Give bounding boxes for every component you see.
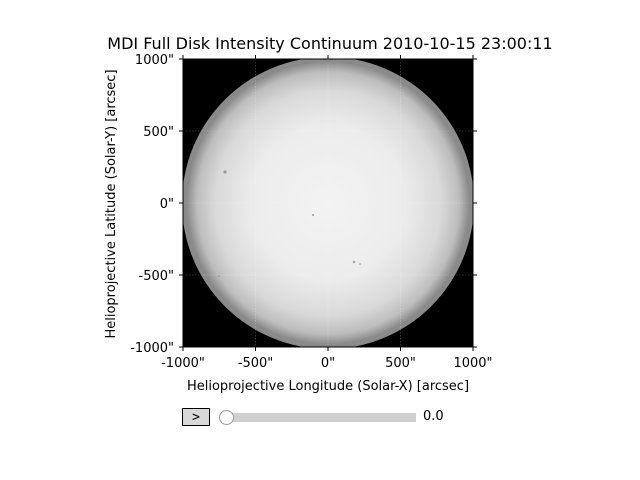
y-axis-label: Helioprojective Latitude (Solar-Y) [arcs… [104,69,119,338]
y-tick-label: 500" [143,125,174,140]
slider-track[interactable] [226,413,416,422]
x-axis: -1000" -500" 0" 500" 1000" [161,55,493,371]
sunspots [218,170,361,277]
slider-value: 0.0 [423,409,444,424]
solar-disk [187,62,469,344]
x-tick-label: -1000" [161,356,205,371]
x-tick-label: 1000" [453,356,492,371]
x-axis-label: Helioprojective Longitude (Solar-X) [arc… [187,379,469,394]
chart-title: MDI Full Disk Intensity Continuum 2010-1… [107,34,552,53]
y-tick-label: 1000" [135,53,174,68]
sunspot [312,214,314,216]
y-tick-label: 0" [160,197,174,212]
sunspot [352,260,356,264]
y-axis: 1000" 500" 0" -500" -1000" [130,53,477,356]
frame-slider[interactable] [219,408,419,426]
plot-area[interactable] [182,57,474,349]
sunspot [218,275,220,277]
sunspot [359,263,361,265]
sunspot [223,170,227,174]
y-tick-label: -1000" [130,341,174,356]
play-button[interactable]: > [182,408,210,426]
x-tick-label: -500" [238,356,273,371]
y-tick-label: -500" [139,269,174,284]
x-tick-label: 0" [321,356,335,371]
slider-handle[interactable] [219,410,234,425]
x-tick-label: 500" [385,356,416,371]
